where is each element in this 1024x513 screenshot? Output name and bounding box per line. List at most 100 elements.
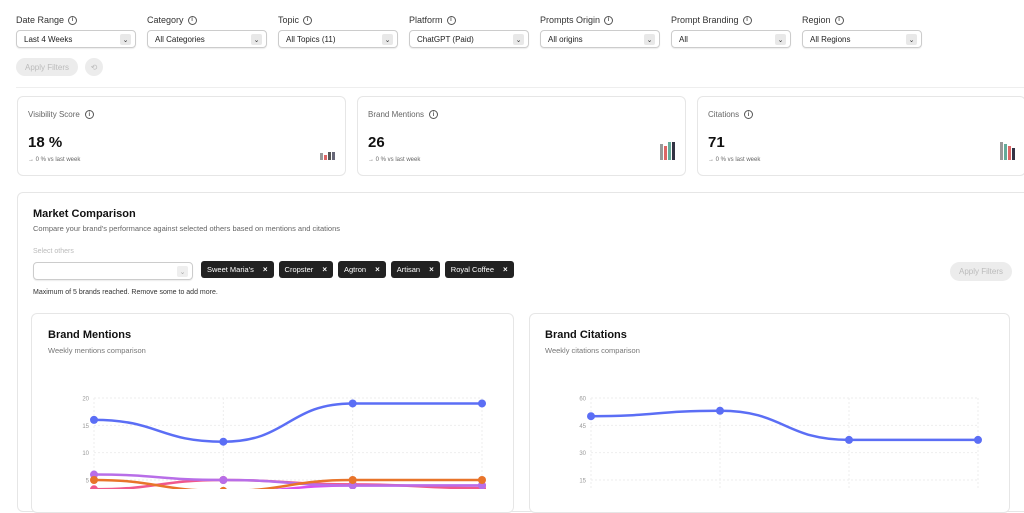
filter-label-text: Prompt Branding — [671, 15, 739, 25]
filter-label: Topic i — [278, 15, 313, 25]
sparkbar — [672, 142, 675, 160]
reset-icon[interactable]: ⟲ — [85, 58, 103, 76]
data-point[interactable] — [348, 476, 357, 484]
filter-select[interactable]: All Categories ⌄ — [147, 30, 267, 48]
sparkbar — [1000, 142, 1003, 160]
kpi-change: → 0 % vs last week — [28, 157, 81, 163]
data-point[interactable] — [348, 399, 357, 408]
filter-label: Prompt Branding i — [671, 15, 752, 25]
info-icon[interactable]: i — [84, 110, 94, 119]
filter-select[interactable]: All Regions ⌄ — [802, 30, 922, 48]
brand-tag-label: Agtron — [343, 265, 367, 274]
y-tick-label: 60 — [579, 397, 586, 403]
filter-select[interactable]: Last 4 Weeks ⌄ — [16, 30, 136, 48]
data-point[interactable] — [716, 406, 724, 415]
kpi-card: Visibility Score i 18 % → 0 % vs last wee… — [17, 96, 346, 176]
data-point[interactable] — [478, 476, 486, 484]
filter-select[interactable]: All origins ⌄ — [540, 30, 660, 48]
data-point[interactable] — [845, 435, 853, 444]
filter-label-text: Date Range — [16, 15, 65, 25]
filter-value: Last 4 Weeks — [24, 34, 73, 44]
info-icon[interactable]: i — [834, 15, 844, 25]
sparkbar — [668, 142, 671, 160]
data-point[interactable] — [90, 415, 98, 424]
filter-label-text: Region — [802, 15, 831, 25]
brand-tag-label: Royal Coffee — [450, 265, 495, 274]
sparkbar — [660, 144, 663, 160]
y-tick-label: 20 — [82, 397, 89, 403]
y-tick-label: 10 — [82, 451, 89, 457]
select-others-label: Select others — [33, 248, 74, 255]
data-point[interactable] — [219, 476, 228, 484]
data-point[interactable] — [478, 399, 486, 408]
filter-label-text: Topic — [278, 15, 300, 25]
data-point[interactable] — [587, 412, 595, 421]
filter-label-text: Category — [147, 15, 184, 25]
filter-value: All origins — [548, 34, 583, 44]
filter-value: All Topics (11) — [286, 34, 336, 44]
data-point[interactable] — [219, 486, 227, 489]
close-icon[interactable]: × — [322, 265, 327, 274]
data-point[interactable] — [90, 485, 98, 489]
info-icon[interactable]: i — [604, 15, 614, 25]
apply-filters-button[interactable]: Apply Filters — [16, 58, 78, 76]
info-icon[interactable]: i — [68, 15, 78, 25]
selected-brand-tags: Sweet Maria's × Cropster × Agtron × Artisan × Ro… — [201, 261, 514, 278]
info-icon[interactable]: i — [744, 110, 754, 119]
chart-title: Brand Citations — [545, 329, 627, 341]
data-point[interactable] — [90, 476, 98, 484]
kpi-value: 18 % — [28, 134, 63, 151]
y-tick-label: 45 — [579, 424, 586, 430]
kpi-value: 71 — [708, 134, 725, 151]
info-icon[interactable]: i — [429, 110, 439, 119]
chevron-down-icon[interactable]: ⌄ — [177, 266, 188, 277]
kpi-label: Visibility Score — [28, 110, 80, 119]
brand-tag: Artisan × — [390, 261, 440, 278]
chevron-down-icon: ⌄ — [120, 34, 131, 45]
info-icon[interactable]: i — [303, 15, 313, 25]
sparkbar — [664, 146, 667, 160]
brand-tag-label: Cropster — [284, 265, 314, 274]
info-icon[interactable]: i — [742, 15, 752, 25]
data-point[interactable] — [219, 437, 228, 446]
chevron-down-icon: ⌄ — [644, 34, 655, 45]
sparkline-icon — [659, 142, 675, 160]
data-point[interactable] — [974, 435, 982, 444]
chevron-down-icon: ⌄ — [251, 34, 262, 45]
filter-select[interactable]: ChatGPT (Paid) ⌄ — [409, 30, 529, 48]
divider — [16, 87, 1024, 88]
info-icon[interactable]: i — [187, 15, 197, 25]
brand-citations-card: Brand Citations Weekly citations compari… — [529, 313, 1010, 513]
sparkbar — [328, 152, 331, 160]
close-icon[interactable]: × — [375, 265, 380, 274]
filter-value: ChatGPT (Paid) — [417, 34, 474, 44]
filter-value: All Categories — [155, 34, 205, 44]
chart-subtitle: Weekly citations comparison — [545, 346, 640, 355]
y-tick-label: 30 — [579, 451, 586, 457]
select-others-input[interactable]: ⌄ — [33, 262, 193, 280]
filter-select[interactable]: All ⌄ — [671, 30, 791, 48]
sparkbar — [320, 153, 323, 160]
filter-label: Platform i — [409, 15, 456, 25]
close-icon[interactable]: × — [503, 265, 508, 274]
series-line — [93, 478, 482, 489]
market-subtitle: Compare your brand's performance against… — [33, 224, 341, 233]
limit-note: Maximum of 5 brands reached. Remove some… — [33, 289, 218, 296]
filter-label: Prompts Origin i — [540, 15, 614, 25]
info-icon[interactable]: i — [446, 15, 456, 25]
series-line — [590, 409, 978, 442]
filter-label: Date Range i — [16, 15, 78, 25]
close-icon[interactable]: × — [262, 265, 268, 274]
kpi-change: → 0 % vs last week — [368, 157, 421, 163]
market-apply-filters-button[interactable]: Apply Filters — [950, 262, 1012, 281]
kpi-card: Citations i 71 → 0 % vs last week — [697, 96, 1024, 176]
chevron-down-icon: ⌄ — [382, 34, 393, 45]
sparkbar — [332, 152, 335, 160]
chevron-down-icon: ⌄ — [906, 34, 917, 45]
y-tick-label: 5 — [86, 479, 90, 485]
series-line — [93, 473, 482, 487]
brand-tag: Royal Coffee × — [444, 261, 514, 278]
close-icon[interactable]: × — [429, 265, 434, 274]
data-point[interactable] — [90, 470, 98, 479]
filter-select[interactable]: All Topics (11) ⌄ — [278, 30, 398, 48]
